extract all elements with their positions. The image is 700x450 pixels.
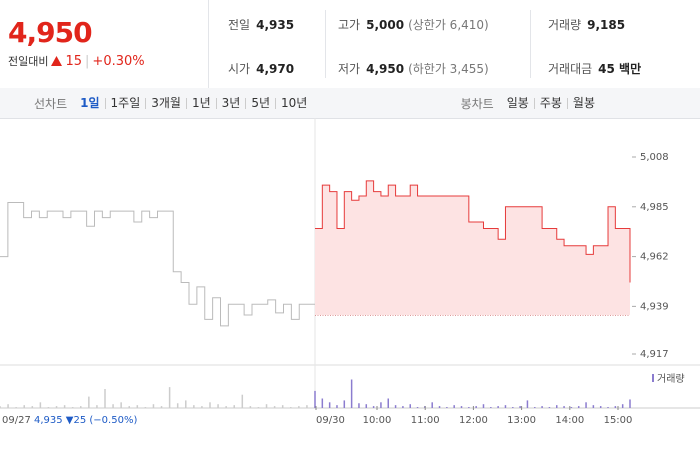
stat-value: 45 백만: [598, 62, 642, 76]
x-tick-label: 13:00: [507, 415, 536, 426]
stat-value: 4,950: [366, 62, 405, 76]
stat-label: 고가: [338, 18, 361, 32]
y-tick-label: 4,917: [640, 349, 669, 360]
stat-label: 저가: [338, 62, 361, 76]
tab[interactable]: 일봉: [506, 95, 529, 110]
divider: [530, 10, 531, 78]
stat-label: 거래대금: [548, 62, 593, 76]
stat: 전일 4,935: [228, 16, 294, 33]
price-line: [315, 180, 631, 283]
stat-value: 4,935: [256, 18, 295, 32]
tab-group-label: 선차트: [34, 96, 68, 111]
stat: 고가 5,000 (상한가 6,410): [338, 16, 489, 33]
change: 전일대비 15 | +0.30%: [8, 53, 145, 69]
change-value: 15: [65, 53, 83, 69]
stat: 거래량 9,185: [548, 16, 625, 33]
tab[interactable]: 월봉: [566, 97, 600, 109]
legend-swatch: [652, 374, 654, 382]
stat-value: 4,970: [256, 62, 295, 76]
y-tick-label: 4,939: [640, 301, 669, 312]
price-panel: 4,950 전일대비 15 | +0.30%: [0, 0, 209, 88]
x-tick-label: 11:00: [411, 415, 440, 426]
price-line: [0, 201, 315, 327]
quote-header: 4,950 전일대비 15 | +0.30% 전일 4,935 고가 5,000 (상한…: [0, 0, 700, 89]
x-tick-label: 12:00: [459, 415, 488, 426]
tab[interactable]: 10년: [275, 97, 312, 109]
tab[interactable]: 주봉: [533, 97, 567, 109]
tab[interactable]: 1주일: [104, 97, 146, 109]
up-arrow: [51, 56, 63, 66]
x-label: 09/27: [2, 415, 31, 426]
x-tick-label: 14:00: [555, 415, 584, 426]
tab[interactable]: 3개월: [145, 97, 186, 109]
tab-group-label: 봉차트: [460, 96, 494, 111]
prev-day-summary: 4,935 ▼25 (−0.50%): [34, 415, 137, 426]
change-pct: +0.30%: [92, 53, 145, 69]
change-label: 전일대비: [8, 55, 49, 68]
stat: 거래대금 45 백만: [548, 60, 641, 77]
x-tick-label: 10:00: [363, 415, 392, 426]
stat-label: 시가: [228, 62, 251, 76]
stat-value: 5,000: [366, 18, 405, 32]
chart: 5,008 4,985 4,962 4,939 4,917 거래량 09/27 4,935 ▼…: [0, 118, 700, 426]
stat: 저가 4,950 (하한가 3,455): [338, 60, 489, 77]
y-tick-label: 5,008: [640, 152, 669, 163]
y-tick-label: 4,962: [640, 252, 669, 263]
tab[interactable]: 3년: [215, 97, 246, 109]
tab[interactable]: 1년: [185, 97, 216, 109]
price: 4,950: [8, 16, 93, 49]
tab[interactable]: 1일: [80, 95, 100, 110]
stat-label: 전일: [228, 18, 251, 32]
divider: [325, 10, 326, 78]
legend-label: 거래량: [657, 373, 685, 385]
tab-bar: 선차트 1일 1주일 3개월 1년 3년 5년 10년 봉차트 일봉 주봉 월봉: [0, 88, 700, 119]
x-label: 09/30: [316, 415, 345, 426]
y-tick-label: 4,985: [640, 202, 669, 213]
stat-extra: (하한가 3,455): [408, 62, 489, 76]
stat-value: 9,185: [587, 18, 626, 32]
x-tick-label: 15:00: [604, 415, 633, 426]
tab[interactable]: 5년: [245, 97, 275, 109]
stat-extra: (상한가 6,410): [408, 18, 489, 32]
stat: 시가 4,970: [228, 60, 294, 77]
area: [315, 180, 630, 316]
stat-label: 거래량: [548, 18, 582, 32]
